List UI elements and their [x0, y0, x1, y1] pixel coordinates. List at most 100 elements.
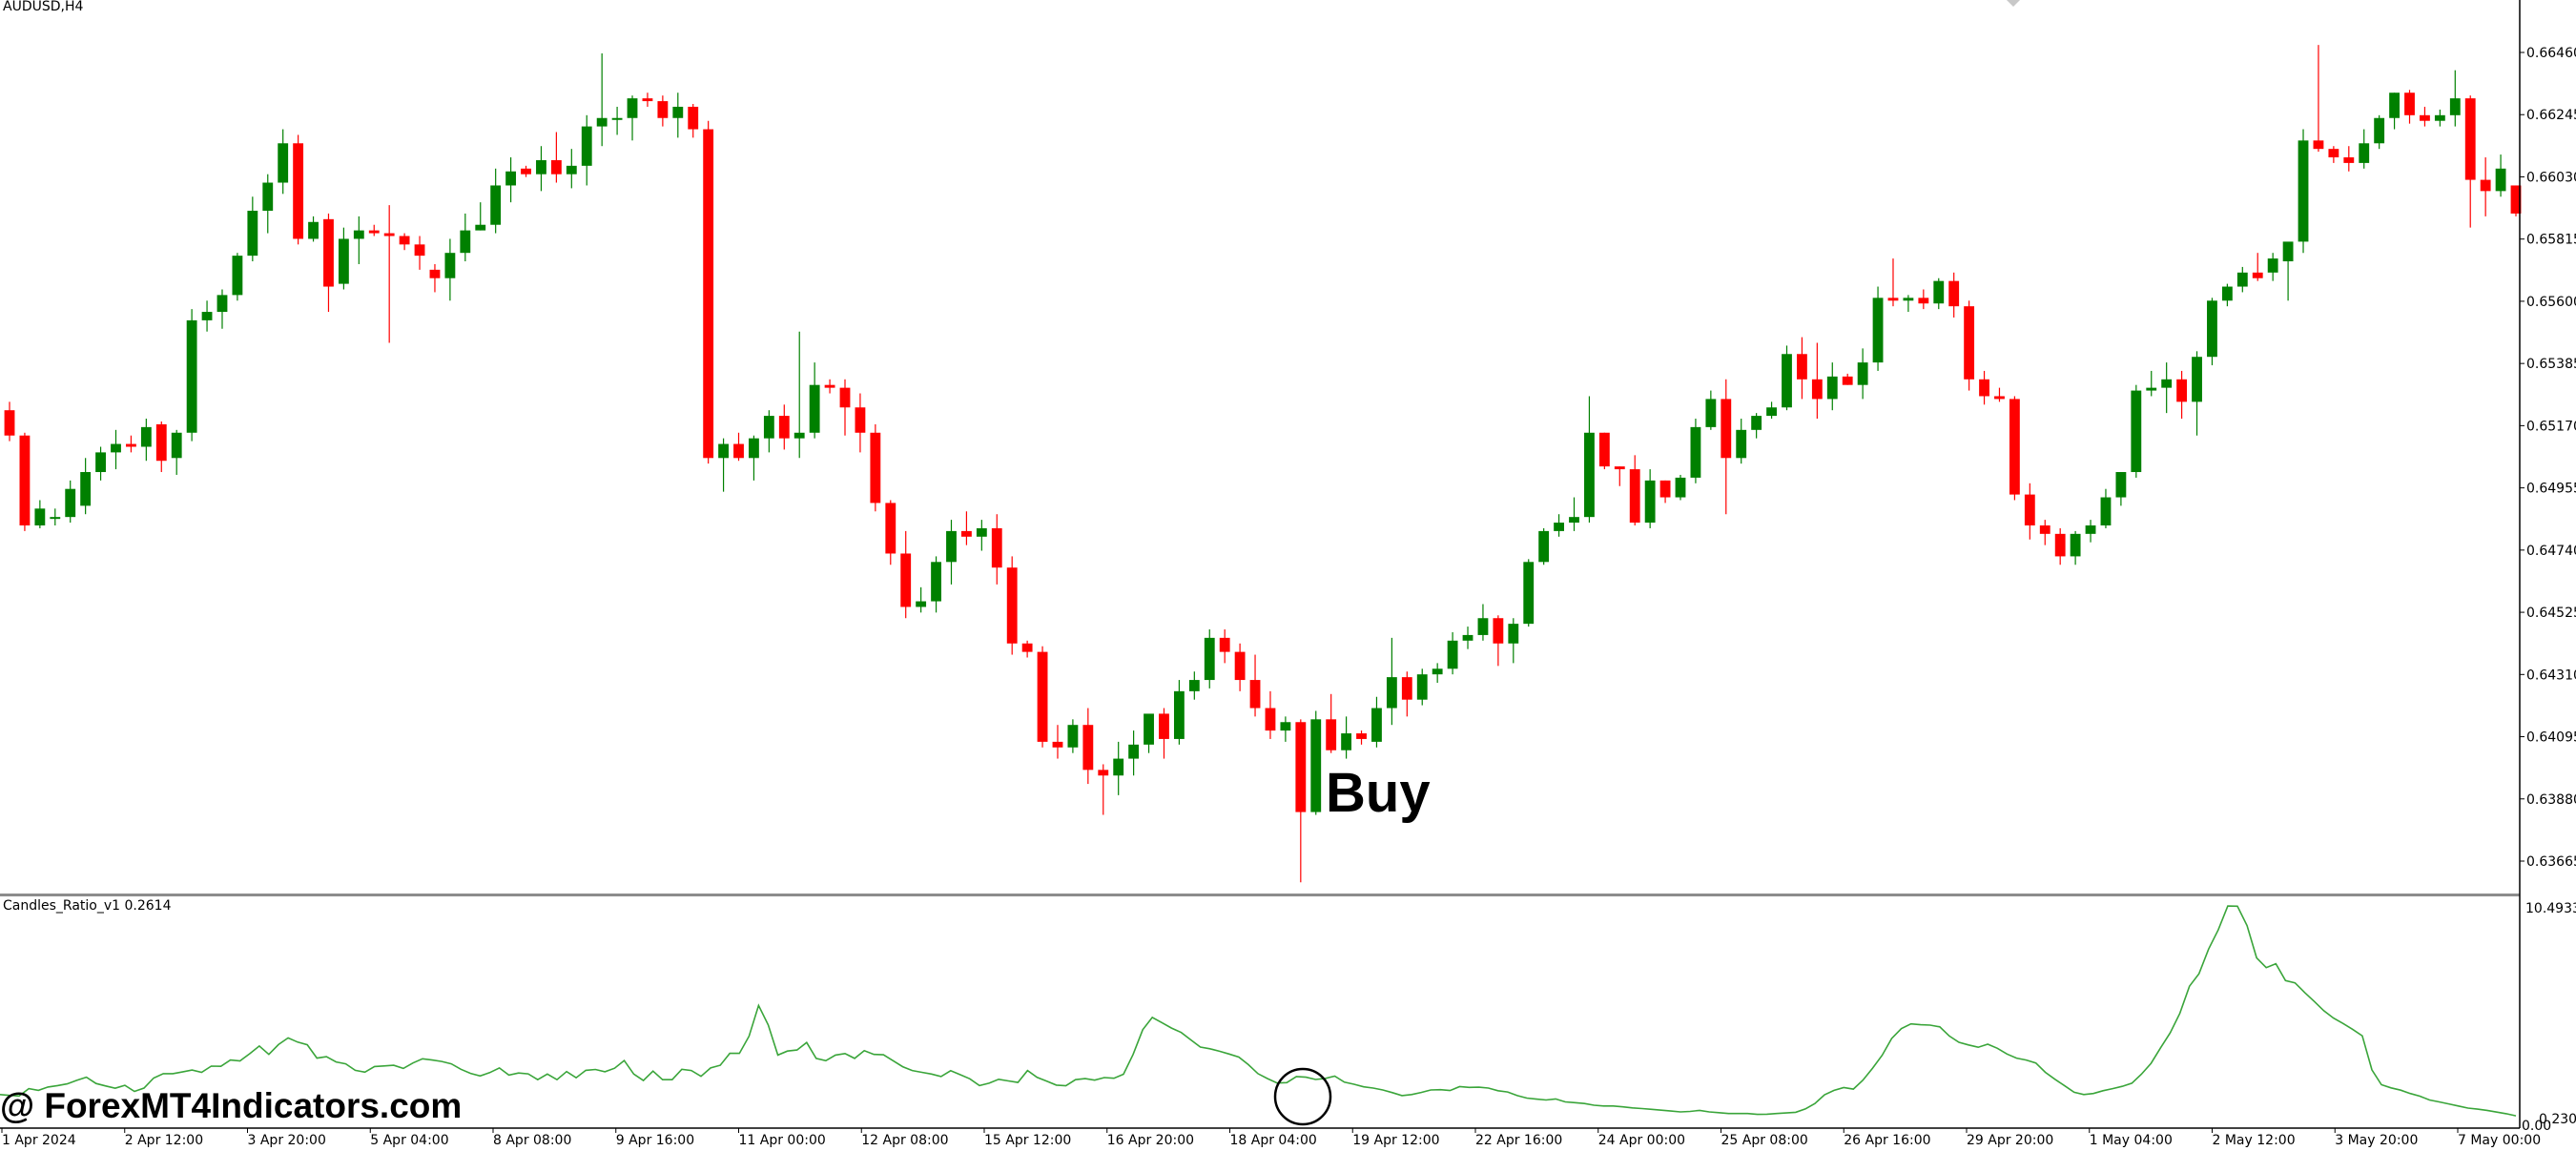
candle-body — [2192, 357, 2202, 402]
time-tick-label: 1 May 04:00 — [2090, 1133, 2173, 1148]
candle-body — [1797, 354, 1807, 380]
time-tick-label: 11 Apr 00:00 — [739, 1133, 826, 1148]
candle-body — [2313, 140, 2324, 150]
candle-body — [50, 517, 61, 520]
candle-body — [353, 230, 364, 239]
candle-body — [490, 185, 502, 225]
candle-body — [2100, 497, 2112, 526]
candle-body — [566, 165, 577, 175]
candle-body — [1234, 651, 1246, 681]
candle-body — [475, 224, 486, 231]
candle-body — [688, 106, 699, 130]
candle-body — [1128, 744, 1140, 759]
candle-body — [2176, 379, 2188, 402]
candle-body — [763, 416, 774, 439]
candle-body — [368, 230, 380, 234]
candle-body — [1675, 477, 1686, 498]
candle-body — [262, 182, 274, 211]
candle-body — [1416, 674, 1428, 700]
candle-body — [19, 435, 31, 526]
candle-body — [1598, 432, 1610, 467]
candle-body — [1371, 708, 1382, 742]
candle-body — [338, 238, 349, 284]
candle-body — [1401, 677, 1412, 700]
candle-body — [916, 601, 927, 607]
candle-body — [1082, 725, 1094, 771]
chart-shift-marker-icon[interactable] — [2007, 0, 2020, 7]
candle-body — [581, 126, 592, 166]
candle-body — [657, 101, 669, 118]
candle-body — [596, 117, 608, 127]
candle-body — [2221, 286, 2233, 301]
candle-body — [733, 443, 744, 459]
candle-body — [1705, 399, 1717, 427]
candle-body — [1751, 416, 1762, 430]
candle-body — [155, 423, 167, 462]
candle-body — [1280, 722, 1291, 731]
candle-body — [1721, 399, 1732, 459]
buy-label: Buy — [1326, 762, 1431, 824]
candle-body — [399, 236, 410, 245]
candle-body — [65, 488, 76, 518]
candle-body — [1569, 517, 1579, 524]
time-tick-label: 5 Apr 04:00 — [370, 1133, 448, 1148]
candle-body — [2070, 533, 2081, 557]
candle-body — [2343, 157, 2355, 163]
price-tick-label: 0.65385 — [2526, 357, 2576, 372]
time-tick-label: 9 Apr 16:00 — [616, 1133, 694, 1148]
candle-body — [809, 384, 820, 433]
candle-body — [2024, 494, 2035, 526]
candle-body — [976, 527, 987, 537]
candle-body — [991, 527, 1002, 568]
candle-body — [1204, 637, 1215, 681]
candle-body — [1144, 713, 1154, 745]
candle-body — [201, 312, 213, 320]
candle-body — [34, 508, 46, 526]
time-tick-label: 25 Apr 08:00 — [1721, 1133, 1808, 1148]
candle-body — [95, 452, 106, 473]
candle-body — [1037, 651, 1048, 742]
candle-body — [1432, 668, 1443, 675]
indicator-tick-label: 0.2303 — [2539, 1112, 2576, 1127]
candle-body — [1113, 758, 1124, 776]
candle-body — [2449, 98, 2461, 115]
indicator-tick-label: 0.00 — [2522, 1119, 2551, 1134]
candle-body — [2252, 272, 2263, 278]
candle-body — [1659, 480, 1671, 498]
candle-body — [2236, 272, 2248, 287]
candle-body — [2298, 140, 2309, 242]
candle-body — [2115, 472, 2127, 498]
candle-body — [1887, 298, 1899, 301]
time-tick-label: 24 Apr 00:00 — [1598, 1133, 1685, 1148]
candle-body — [2510, 185, 2522, 214]
candle-body — [1538, 530, 1550, 563]
candle-body — [460, 230, 471, 254]
candle-body — [703, 129, 714, 459]
time-tick-label: 26 Apr 16:00 — [1844, 1133, 1930, 1148]
signal-circle — [1273, 1067, 1332, 1126]
time-tick-label: 3 Apr 20:00 — [248, 1133, 326, 1148]
candle-body — [1219, 637, 1230, 652]
candle-body — [1341, 733, 1352, 750]
candle-body — [429, 269, 441, 278]
candle-body — [80, 472, 92, 506]
candle-body — [1614, 466, 1625, 470]
candle-body — [2039, 525, 2050, 534]
time-tick-label: 2 Apr 12:00 — [125, 1133, 203, 1148]
candle-body — [961, 530, 972, 537]
candle-body — [1326, 719, 1337, 750]
price-candles — [4, 45, 2522, 883]
candle-body — [216, 295, 228, 313]
candle-body — [126, 443, 136, 447]
candle-body — [1052, 741, 1063, 748]
candle-body — [536, 159, 546, 175]
candle-body — [778, 416, 790, 439]
candle-body — [839, 387, 851, 408]
candle-body — [855, 407, 866, 433]
candle-body — [278, 143, 289, 183]
